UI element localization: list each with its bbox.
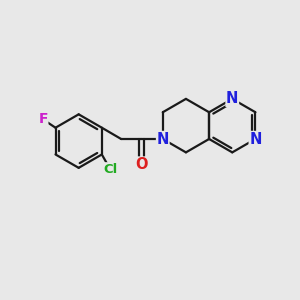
- Text: O: O: [135, 157, 148, 172]
- Text: N: N: [249, 131, 262, 146]
- Text: N: N: [226, 92, 238, 106]
- Text: F: F: [38, 112, 48, 126]
- Text: N: N: [157, 131, 169, 146]
- Text: Cl: Cl: [103, 163, 118, 176]
